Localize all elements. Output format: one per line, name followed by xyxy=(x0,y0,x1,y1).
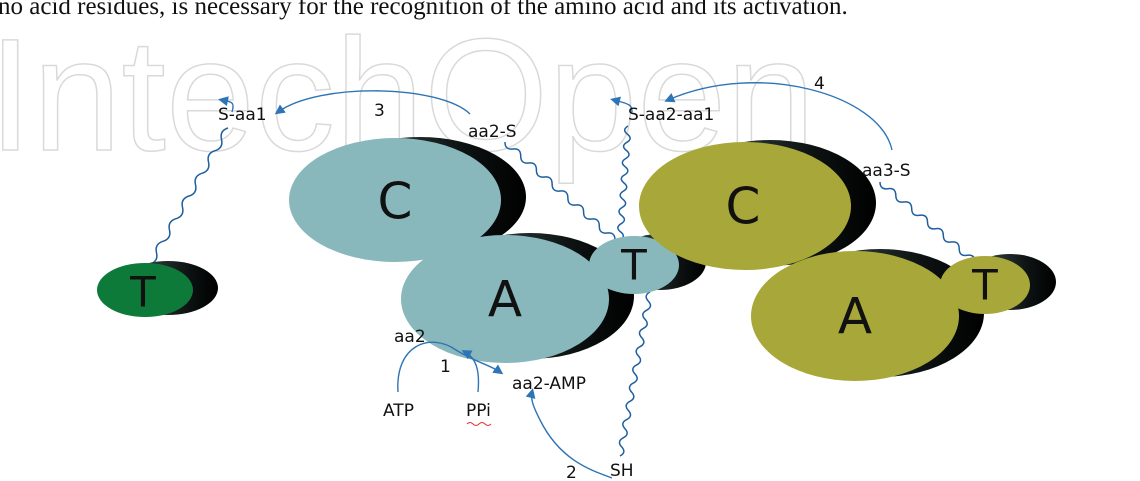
label: ATP xyxy=(383,401,414,421)
step-number: 1 xyxy=(440,357,451,377)
page: no acid residues, is necessary for the r… xyxy=(0,0,1140,481)
domain-label: C xyxy=(378,173,413,231)
step-number: 3 xyxy=(374,101,385,121)
diagram: no acid residues, is necessary for the r… xyxy=(0,0,1140,481)
domain-label: A xyxy=(838,288,872,346)
label: aa2-S xyxy=(468,122,517,142)
domain-label: T xyxy=(129,268,156,317)
domain-label: T xyxy=(620,241,647,290)
domain-label: A xyxy=(488,271,522,329)
label: aa3-S xyxy=(862,161,911,181)
domain-label: C xyxy=(726,178,761,236)
label: aa2-AMP xyxy=(512,374,586,394)
step-number: 2 xyxy=(566,463,577,481)
domain-label: T xyxy=(971,261,998,310)
label: SH xyxy=(610,461,634,481)
label: S-aa1 xyxy=(218,105,267,125)
label: PPi xyxy=(466,401,491,421)
label: aa2 xyxy=(394,327,426,347)
label: S-aa2-aa1 xyxy=(628,105,714,125)
spell-underline xyxy=(467,423,491,426)
step-number: 4 xyxy=(814,74,825,94)
